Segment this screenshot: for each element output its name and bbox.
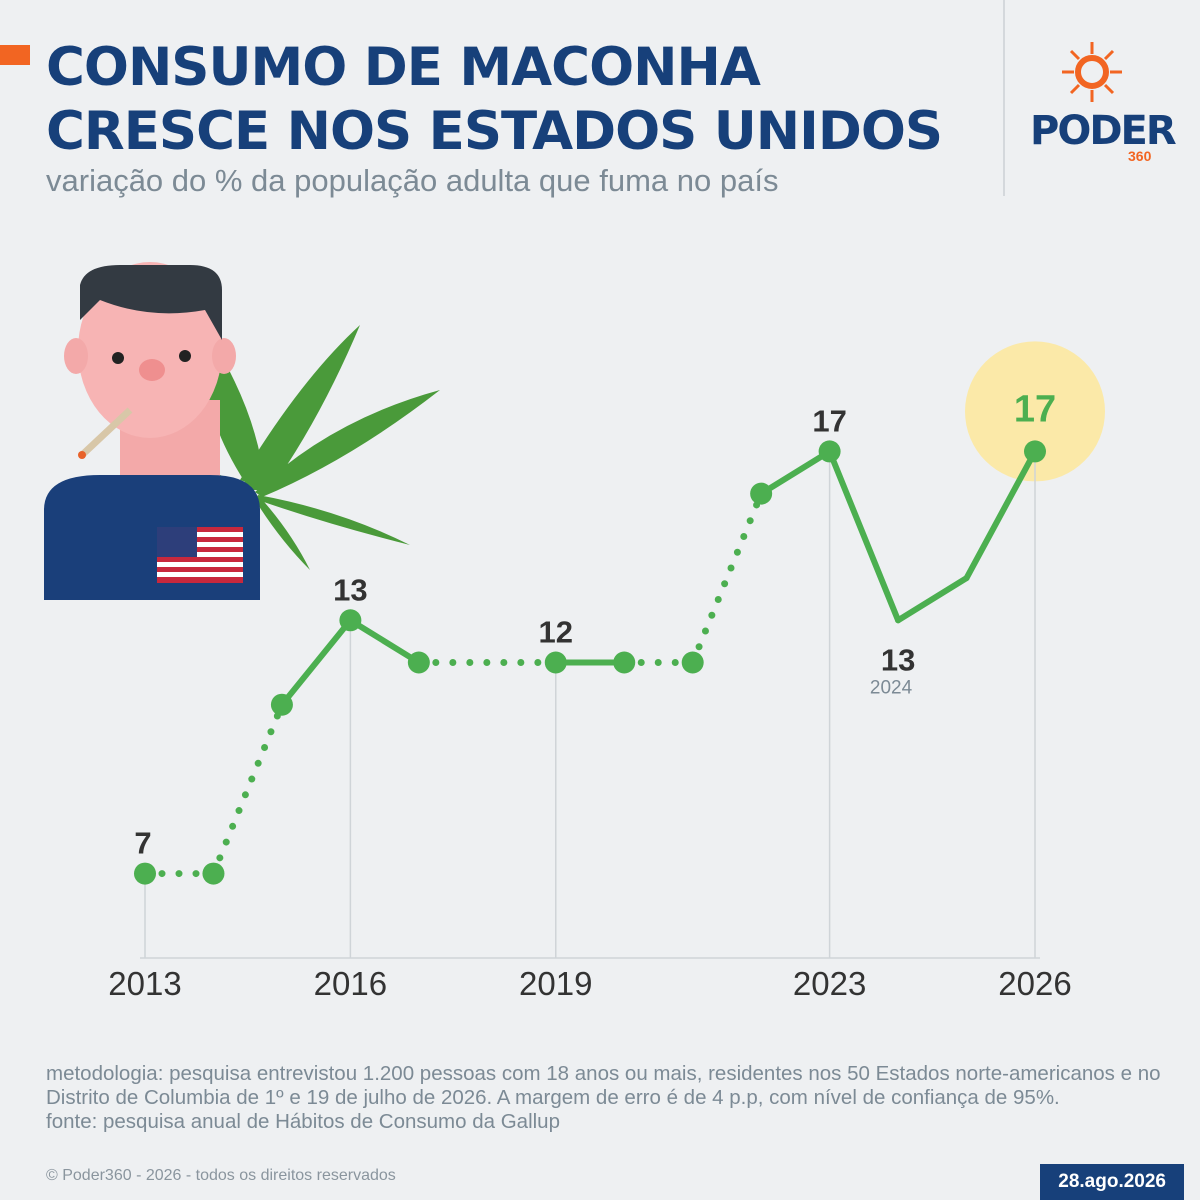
data-point — [544, 651, 567, 674]
line-segment — [689, 490, 765, 666]
value-label: 17 — [812, 403, 846, 438]
source: fonte: pesquisa anual de Hábitos de Cons… — [46, 1110, 560, 1133]
chart-title: CONSUMO DE MACONHA CRESCE NOS ESTADOS UNI… — [46, 36, 943, 164]
line-segment — [758, 448, 833, 497]
line-segment — [826, 448, 902, 624]
date: 28.ago.2026 — [1040, 1164, 1184, 1200]
illustration — [44, 262, 440, 600]
x-tick-label: 2013 — [108, 965, 181, 1002]
methodology: metodologia: pesquisa entrevistou 1.200 … — [46, 1062, 1161, 1109]
x-tick-label: 2026 — [998, 965, 1071, 1002]
copyright: © Poder360 - 2026 - todos os direitos re… — [46, 1167, 396, 1184]
data-point — [202, 862, 225, 885]
value-label: 12 — [539, 615, 573, 650]
logo-sun — [1062, 42, 1122, 102]
value-label: 17 — [1014, 388, 1056, 430]
x-tick-label: 2019 — [519, 965, 592, 1002]
subtitle: variação do % da população adulta que fu… — [46, 163, 779, 198]
data-point — [407, 651, 430, 674]
data-point — [339, 609, 362, 632]
logo-number: 360 — [1128, 148, 1152, 164]
data-point — [818, 440, 841, 463]
x-tick-label: 2016 — [314, 965, 387, 1002]
value-label: 13 — [881, 642, 915, 677]
line-segment — [347, 617, 422, 666]
highlight — [965, 341, 1105, 482]
title-line: CONSUMO DE MACONHA — [46, 37, 761, 98]
title-line: CRESCE NOS ESTADOS UNIDOS — [46, 101, 943, 162]
line-segment — [895, 575, 970, 624]
value-label: 7 — [134, 826, 151, 861]
x-tick-label: 2023 — [793, 965, 866, 1002]
data-point — [613, 651, 636, 674]
line-segment — [209, 701, 286, 878]
data-point — [681, 651, 704, 674]
footnotes: metodologia: pesquisa entrevistou 1.200 … — [46, 1062, 1166, 1134]
data-point — [270, 693, 293, 716]
data-point — [1024, 440, 1046, 463]
logo: PODER — [1030, 108, 1177, 154]
value-label: 13 — [333, 572, 367, 607]
line-segment — [963, 448, 1038, 582]
accent-bar — [0, 45, 30, 65]
line-segment — [278, 617, 354, 708]
data-point — [750, 482, 773, 505]
data-point — [134, 862, 156, 885]
annotation: 2024 — [870, 677, 913, 698]
